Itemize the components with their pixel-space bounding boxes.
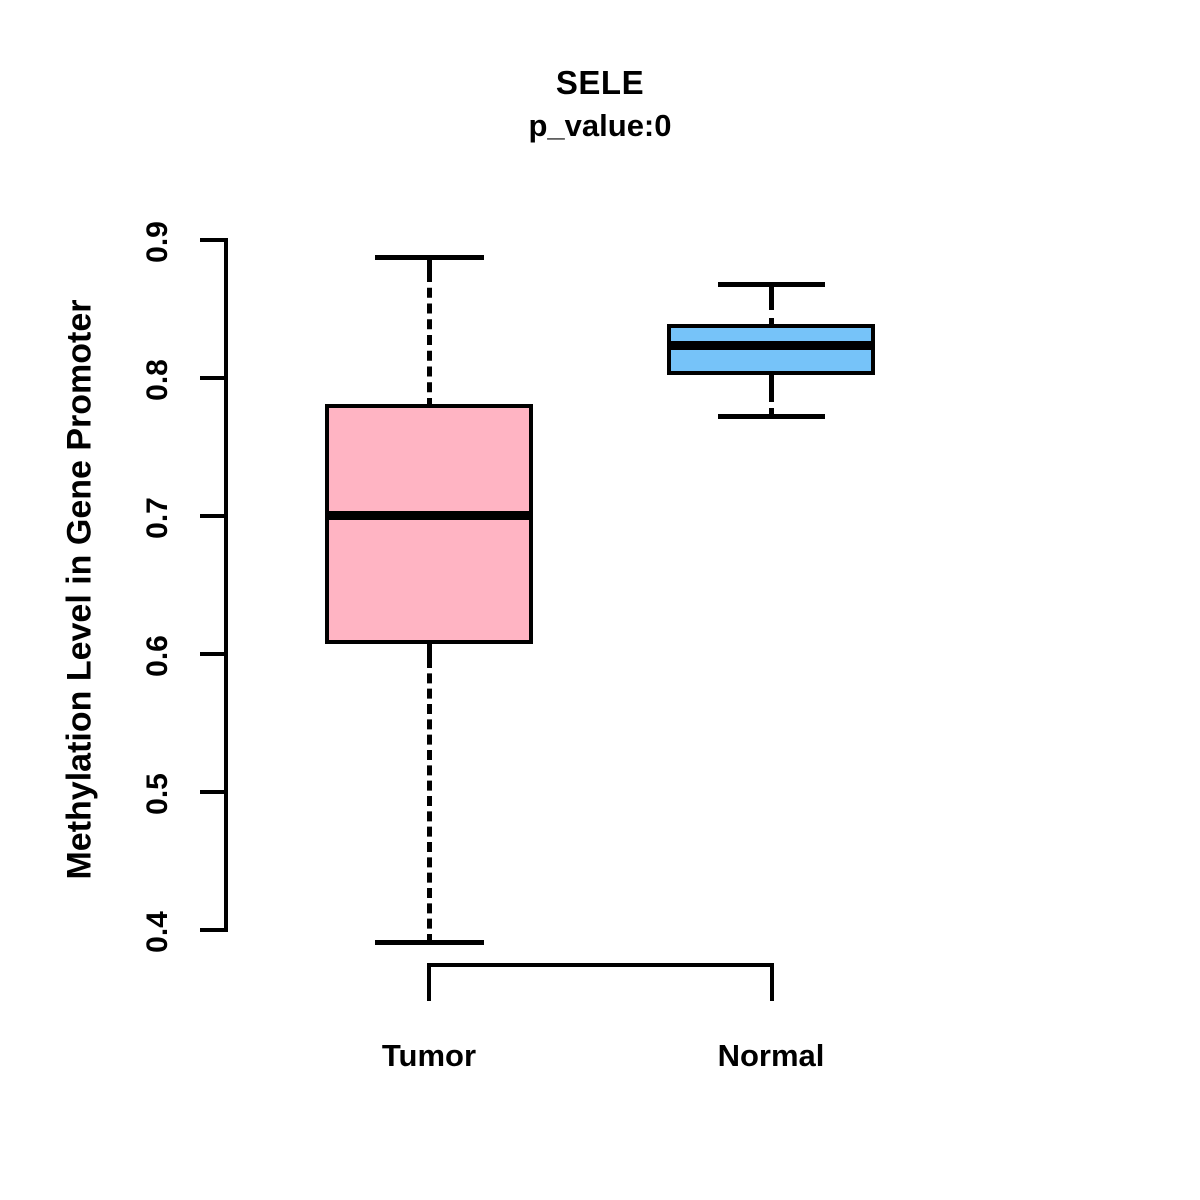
y-axis-spine [224, 238, 228, 932]
y-axis-tick-label-0.7: 0.7 [141, 497, 174, 539]
tumor-median-line [325, 511, 533, 520]
tumor-lower-whisker-stub [427, 642, 432, 664]
page-title: SELE [555, 64, 645, 101]
normal-median-line [667, 341, 875, 350]
normal-upper-whisker-stub [769, 282, 774, 302]
normal-lower-whisker-cap [718, 414, 825, 419]
y-axis-tick-label-0.8: 0.8 [141, 359, 174, 401]
y-axis-label: Methylation Level in Gene Promoter [60, 299, 99, 880]
tumor-box[interactable] [325, 404, 533, 644]
x-axis-bracket [427, 963, 774, 1001]
title-block: SELE p_value:0 [0, 62, 1200, 148]
normal-upper-whisker [769, 300, 774, 328]
chart-subtitle: p_value:0 [528, 108, 672, 143]
normal-lower-whisker [769, 392, 774, 418]
y-axis-tick-label-0.9: 0.9 [141, 221, 174, 263]
x-axis-tick-label-tumor: Tumor [381, 1038, 477, 1073]
y-axis-tick-0.7 [200, 514, 226, 518]
normal-lower-whisker-stub [769, 374, 774, 394]
tumor-lower-whisker-cap [375, 940, 484, 945]
y-axis-tick-label-0.6: 0.6 [141, 635, 174, 677]
y-axis-tick-0.4 [200, 928, 226, 932]
x-axis-tick-label-normal: Normal [717, 1038, 825, 1073]
tumor-lower-whisker [427, 658, 432, 944]
y-axis-tick-0.8 [200, 376, 226, 380]
y-axis-tick-0.5 [200, 790, 226, 794]
tumor-upper-whisker-stub [427, 255, 432, 277]
y-axis-tick-label-0.4: 0.4 [141, 911, 174, 953]
y-axis-tick-label-0.5: 0.5 [141, 773, 174, 815]
y-axis-tick-0.6 [200, 652, 226, 656]
tumor-upper-whisker [427, 272, 432, 408]
y-axis-tick-0.9 [200, 238, 226, 242]
